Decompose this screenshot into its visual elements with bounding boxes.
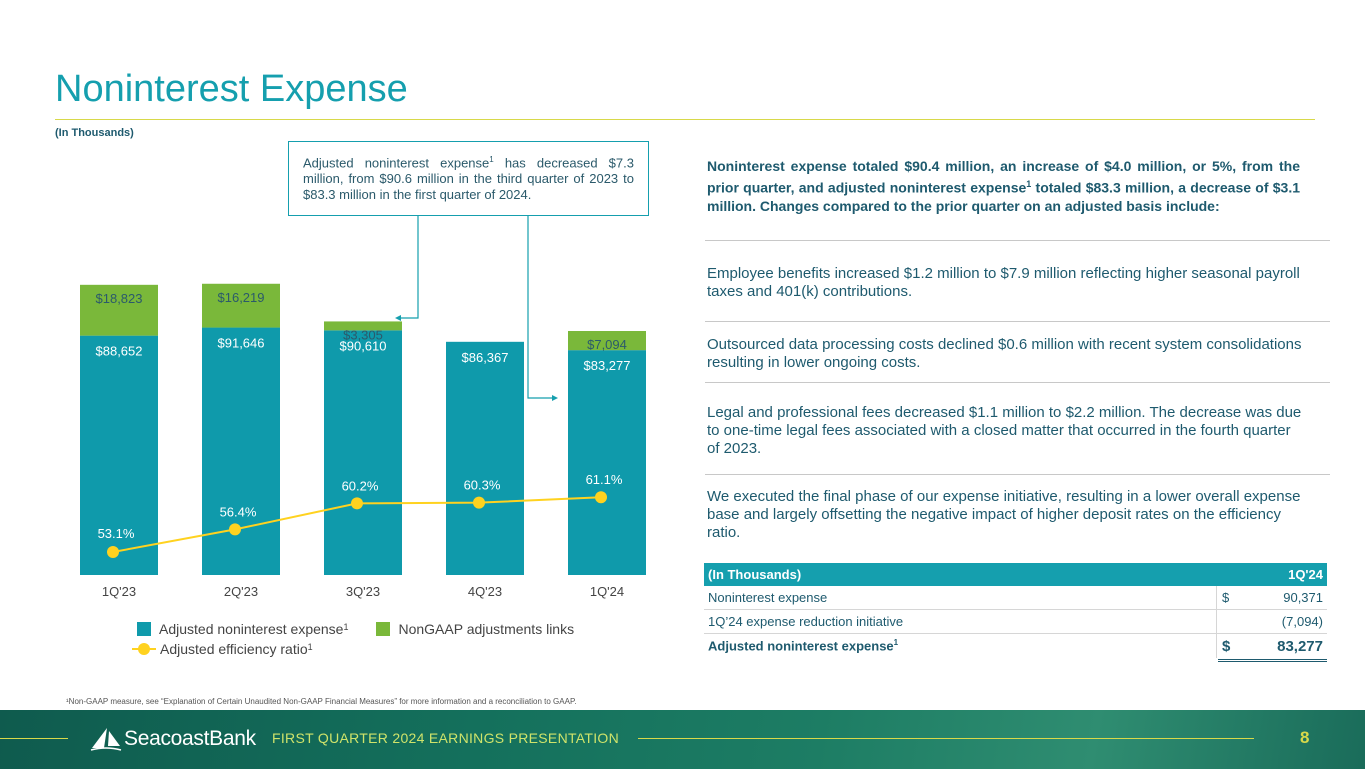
callout-footnote-mark: 1 (489, 155, 494, 164)
callout-arrowhead (552, 395, 558, 401)
x-axis-tick-label: 1Q'23 (102, 584, 136, 599)
bar-adjusted-expense (202, 327, 280, 575)
callout-connector (527, 216, 555, 399)
summary-text-start: Noninterest expense totaled $90.4 millio… (707, 158, 1300, 196)
bar-value-label: $90,610 (340, 338, 387, 353)
footer-bar: SeacoastBank FIRST QUARTER 2024 EARNINGS… (0, 710, 1365, 769)
ratio-value-label: 61.1% (586, 472, 623, 487)
total-label: Adjusted noninterest expense1 (704, 638, 1327, 653)
divider (705, 474, 1330, 475)
ratio-value-label: 56.4% (220, 504, 257, 519)
bar-adjusted-expense (324, 330, 402, 575)
footer-title: FIRST QUARTER 2024 EARNINGS PRESENTATION (272, 730, 620, 746)
x-axis-tick-label: 4Q'23 (468, 584, 502, 599)
total-currency: $ (1222, 637, 1231, 655)
row-value: (7,094) (1281, 614, 1323, 629)
bullet-legal-fees: Legal and professional fees decreased $1… (707, 404, 1302, 457)
row-label: Noninterest expense (708, 590, 828, 605)
bar-adjusted-expense (568, 350, 646, 575)
column-divider (1216, 610, 1217, 634)
bar-nongaap-adjustment (324, 321, 402, 331)
legend-label-nongaap: NonGAAP adjustments links (398, 621, 575, 637)
table-header-label: (In Thousands) (708, 567, 802, 582)
efficiency-ratio-point (229, 523, 241, 536)
row-value: 90,371 (1283, 590, 1323, 605)
chart-callout: Adjusted noninterest expense1 has decrea… (288, 141, 649, 216)
table-row: 1Q’24 expense reduction initiative (7,09… (704, 610, 1327, 634)
divider (705, 382, 1330, 383)
bar-nongaap-adjustment (568, 330, 646, 351)
bar-value-label: $86,367 (462, 350, 509, 365)
legend-label-adjusted: Adjusted noninterest expense (159, 621, 344, 637)
bullet-employee-benefits: Employee benefits increased $1.2 million… (707, 265, 1300, 300)
x-axis-tick-label: 3Q'23 (346, 584, 380, 599)
sail-logo-icon (90, 728, 122, 751)
legend-swatch-nongaap (376, 622, 391, 636)
divider (705, 240, 1330, 241)
noninterest-expense-chart: $88,652 $18,823 1Q'23 $91,646 $16,219 2Q'23 $9… (80, 216, 646, 599)
row-currency: $ (1222, 590, 1230, 605)
legend-footnote-mark: 1 (307, 642, 313, 652)
double-underline (1218, 659, 1327, 662)
column-divider (1216, 586, 1217, 610)
bar-value-label: $16,219 (218, 290, 265, 305)
table-total-row: Adjusted noninterest expense1 $ 83,277 (704, 634, 1327, 662)
efficiency-ratio-point (473, 496, 485, 509)
footer-rule-left (0, 738, 68, 739)
reconciliation-table: (In Thousands) 1Q'24 Noninterest expense… (704, 563, 1327, 662)
footnote: ¹Non-GAAP measure, see “Explanation of C… (66, 697, 577, 706)
bullet-data-processing: Outsourced data processing costs decline… (707, 336, 1302, 371)
bar-value-label: $18,823 (96, 291, 143, 306)
summary-text-end: totaled $83.3 million, a decrease of $3.… (707, 179, 1300, 214)
chart-units-label: (In Thousands) (55, 127, 134, 139)
page-number: 8 (1300, 728, 1310, 747)
legend-swatch-adjusted (137, 622, 151, 636)
efficiency-ratio-point (107, 546, 119, 558)
callout-arrowhead (395, 315, 401, 321)
ratio-value-label: 60.3% (464, 478, 501, 493)
summary-paragraph: Noninterest expense totaled $90.4 millio… (707, 157, 1300, 215)
legend-swatch-ratio (132, 642, 156, 656)
summary-footnote-mark: 1 (1026, 179, 1032, 189)
total-label-text: Adjusted noninterest expense (708, 638, 894, 654)
x-axis-tick-label: 2Q'23 (224, 584, 258, 599)
table-header-period: 1Q'24 (1288, 567, 1323, 582)
bar-value-label: $83,277 (584, 358, 631, 373)
efficiency-ratio-point (351, 497, 363, 510)
table-header: (In Thousands) 1Q'24 (704, 563, 1327, 586)
callout-text-end: has decreased $7.3 million, from $90.6 m… (303, 155, 634, 203)
total-value: 83,277 (1277, 637, 1323, 655)
logo-text: SeacoastBank (124, 727, 256, 750)
ratio-value-label: 60.2% (342, 478, 379, 493)
title-divider (55, 119, 1315, 120)
chart-legend: Adjusted noninterest expense 1 NonGAAP ad… (132, 619, 574, 659)
bar-adjusted-expense (446, 341, 524, 575)
x-axis-tick-label: 1Q'24 (590, 584, 624, 599)
divider (705, 321, 1330, 322)
bullet-expense-initiative: We executed the final phase of our expen… (707, 488, 1301, 541)
row-label: 1Q’24 expense reduction initiative (708, 614, 904, 629)
legend-label-ratio: Adjusted efficiency ratio (160, 641, 308, 657)
table-row: Noninterest expense $ 90,371 (704, 586, 1327, 610)
footer-rule-right (638, 738, 1254, 739)
seacoast-logo: SeacoastBank (90, 726, 256, 752)
callout-text-start: Adjusted noninterest expense (303, 155, 490, 171)
callout-connector (397, 216, 419, 319)
total-footnote-mark: 1 (893, 638, 899, 648)
bar-value-label: $88,652 (96, 344, 143, 359)
bar-nongaap-adjustment (80, 284, 158, 336)
ratio-value-label: 53.1% (98, 526, 135, 541)
efficiency-ratio-point (595, 491, 607, 504)
legend-footnote-mark: 1 (343, 622, 349, 632)
bar-value-label: $7,094 (587, 337, 627, 352)
column-divider (1216, 634, 1217, 658)
bar-nongaap-adjustment (202, 283, 280, 328)
page-title: Noninterest Expense (55, 68, 408, 110)
bar-adjusted-expense (80, 335, 158, 575)
bar-value-label: $91,646 (218, 336, 265, 351)
bar-value-label: $3,305 (343, 327, 383, 342)
